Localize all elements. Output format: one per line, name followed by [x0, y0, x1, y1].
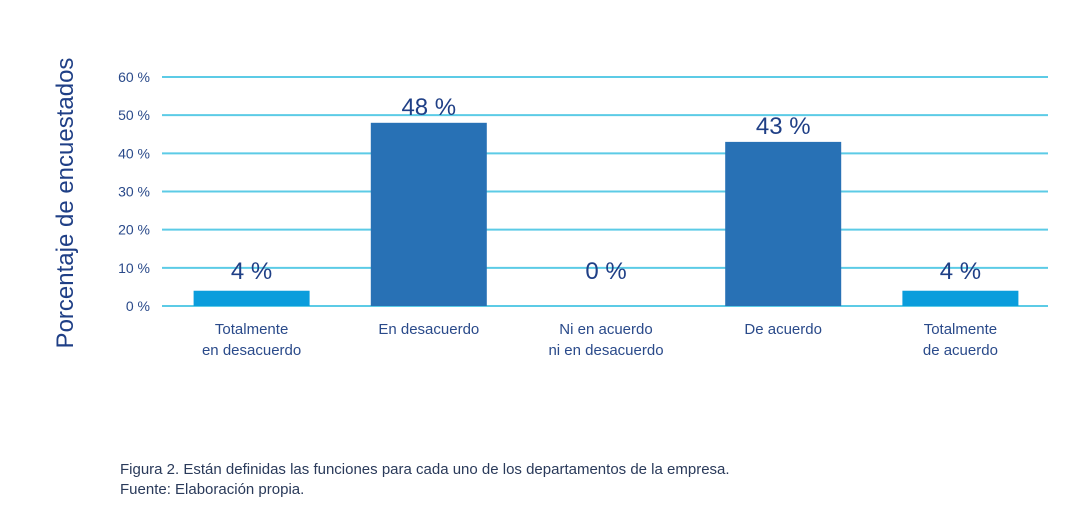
- data-label: 43 %: [756, 113, 811, 140]
- y-tick-label: 10 %: [118, 260, 150, 276]
- data-label: 0 %: [585, 258, 626, 285]
- bar: [370, 122, 487, 306]
- y-axis-label: Porcentaje de encuestados: [52, 58, 79, 349]
- y-tick-label: 40 %: [118, 145, 150, 161]
- x-tick-label: Totalmente: [215, 321, 288, 338]
- y-tick-label: 20 %: [118, 222, 150, 238]
- y-tick-label: 30 %: [118, 184, 150, 200]
- data-label: 4 %: [231, 258, 272, 285]
- x-tick-label: de acuerdo: [923, 342, 998, 359]
- bar: [725, 141, 842, 306]
- x-tick-label: ni en desacuerdo: [548, 342, 663, 359]
- data-label: 4 %: [940, 258, 981, 285]
- y-tick-label: 60 %: [118, 69, 150, 85]
- bar: [193, 290, 310, 306]
- x-tick-label: En desacuerdo: [378, 321, 479, 338]
- caption-title: Figura 2. Están definidas las funciones …: [120, 461, 730, 478]
- x-tick-label: en desacuerdo: [202, 342, 301, 359]
- figure-caption: Figura 2. Están definidas las funciones …: [120, 460, 730, 500]
- bar: [902, 290, 1019, 306]
- x-tick-label: De acuerdo: [744, 321, 822, 338]
- y-tick-label: 0 %: [126, 298, 150, 314]
- caption-source: Fuente: Elaboración propia.: [120, 481, 305, 498]
- data-label: 48 %: [401, 94, 456, 121]
- x-tick-label: Totalmente: [924, 321, 997, 338]
- x-tick-label: Ni en acuerdo: [559, 321, 652, 338]
- y-tick-label: 50 %: [118, 107, 150, 123]
